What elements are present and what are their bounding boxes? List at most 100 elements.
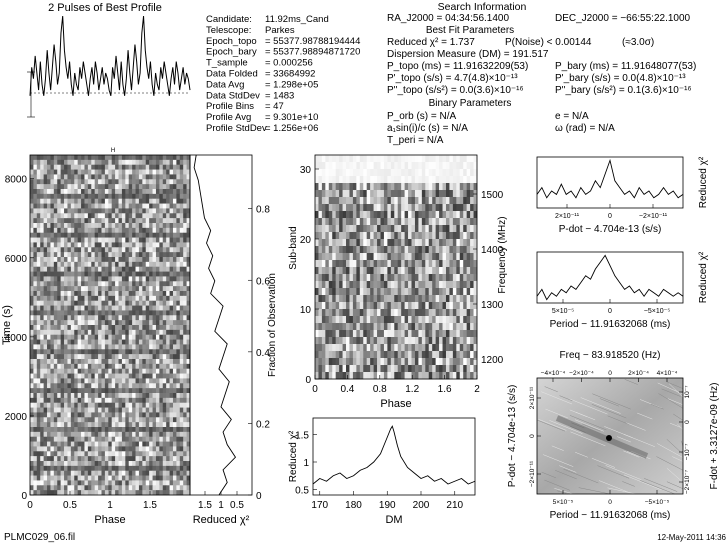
heat-cell: [94, 184, 99, 190]
heat-cell: [442, 253, 447, 261]
heat-cell: [118, 291, 123, 297]
heat-cell: [77, 218, 82, 224]
heat-cell: [87, 179, 92, 185]
heat-cell: [172, 334, 177, 340]
heat-cell: [74, 164, 78, 170]
heat-cell: [466, 232, 471, 240]
heat-cell: [47, 480, 51, 486]
heat-cell: [108, 417, 113, 423]
heat-cell: [449, 253, 454, 261]
heat-cell: [411, 225, 416, 233]
heat-cell: [325, 372, 330, 380]
heat-cell: [432, 204, 436, 212]
heat-cell: [33, 397, 38, 404]
heat-cell: [57, 490, 61, 496]
heat-cell: [64, 456, 68, 462]
heat-cell: [57, 300, 61, 306]
heat-cell: [125, 242, 130, 248]
heat-cell: [43, 261, 48, 268]
heat-cell: [104, 451, 109, 457]
heat-cell: [183, 174, 187, 180]
heat-cell: [111, 344, 116, 350]
heat-cell: [166, 485, 170, 491]
heat-cell: [145, 427, 150, 433]
heat-cell: [108, 436, 113, 442]
heat-cell: [411, 155, 416, 163]
heat-cell: [70, 300, 75, 306]
heat-cell: [64, 315, 68, 321]
heat-cell: [50, 397, 55, 404]
heat-cell: [155, 300, 160, 306]
heat-cell: [155, 427, 160, 433]
heat-cell: [401, 365, 405, 373]
heat-cell: [373, 225, 378, 233]
heat-cell: [421, 288, 426, 296]
heat-cell: [101, 388, 106, 394]
heat-cell: [70, 427, 75, 433]
heat-cell: [101, 232, 106, 238]
heat-cell: [104, 291, 109, 297]
heat-cell: [94, 393, 99, 399]
heat-cell: [135, 339, 140, 345]
heat-cell: [111, 247, 116, 253]
heat-cell: [132, 465, 136, 472]
heat-cell: [43, 325, 48, 331]
heat-cell: [335, 183, 340, 191]
heat-cell: [335, 372, 340, 380]
heat-cell: [77, 446, 82, 452]
heat-cell: [183, 359, 187, 365]
heat-cell: [346, 316, 350, 324]
heat-cell: [30, 344, 34, 350]
heat-cell: [111, 276, 116, 282]
heat-cell: [121, 164, 126, 170]
heat-cell: [380, 323, 385, 331]
heat-cell: [70, 271, 75, 277]
heat-cell: [459, 169, 464, 177]
heat-cell: [435, 162, 440, 170]
heat-cell: [125, 193, 130, 200]
heat-cell: [466, 176, 471, 184]
heat-cell: [466, 246, 471, 254]
heat-cell: [339, 204, 343, 212]
heat-cell: [77, 320, 82, 326]
heat-cell: [57, 363, 61, 370]
heat-cell: [428, 260, 433, 268]
heat-cell: [411, 365, 416, 373]
heat-cell: [74, 407, 78, 413]
y2-axis-label: Frequency (MHz): [497, 216, 508, 293]
heat-cell: [138, 155, 143, 161]
eccentricity: e = N/A: [555, 111, 589, 122]
heat-cell: [328, 351, 333, 359]
heat-cell: [128, 422, 133, 428]
heat-cell: [383, 225, 388, 233]
heat-cell: [439, 225, 443, 233]
heat-cell: [94, 198, 99, 204]
heat-cell: [370, 246, 374, 254]
heat-cell: [142, 383, 147, 389]
heat-cell: [428, 337, 433, 345]
heat-cell: [176, 261, 181, 268]
heat-cell: [142, 417, 147, 423]
heat-cell: [77, 247, 82, 253]
heat-cell: [159, 446, 164, 452]
heat-cell: [449, 246, 454, 254]
heat-cell: [128, 164, 133, 170]
heat-cell: [101, 159, 106, 166]
heat-cell: [81, 431, 85, 438]
heat-cell: [179, 198, 184, 204]
heat-cell: [162, 208, 167, 214]
heat-cell: [50, 451, 55, 457]
heat-cell: [155, 227, 160, 234]
heat-cell: [380, 232, 385, 240]
heat-cell: [70, 383, 75, 389]
heat-cell: [152, 359, 157, 365]
heat-cell: [128, 286, 133, 292]
heat-cell: [121, 388, 126, 394]
heat-cell: [43, 193, 48, 200]
plot-frame: [314, 154, 478, 380]
heat-cell: [149, 218, 153, 224]
heat-cell: [328, 225, 333, 233]
heat-cell: [321, 246, 326, 254]
heat-cell: [435, 204, 440, 212]
heat-cell: [172, 451, 177, 457]
